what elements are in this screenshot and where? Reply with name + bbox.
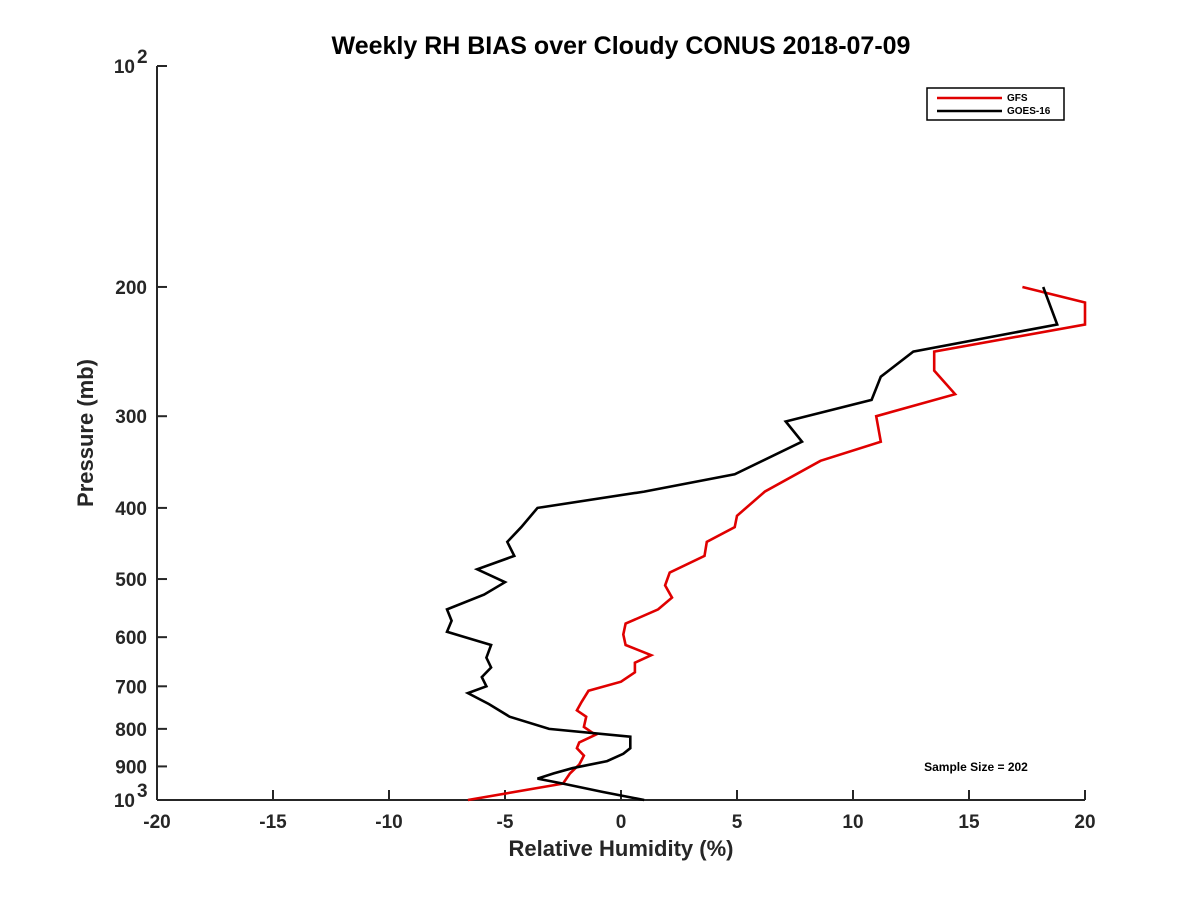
y-tick-label: 500 <box>115 570 147 591</box>
y-tick-label: 700 <box>115 677 147 698</box>
y-tick-label: 900 <box>115 757 147 778</box>
series-line-gfs <box>467 285 1087 802</box>
x-axis-label: Relative Humidity (%) <box>509 836 734 861</box>
y-tick-label: 10 <box>114 57 135 78</box>
legend-label-gfs: GFS <box>1007 93 1028 104</box>
x-tick-label: 0 <box>616 812 627 833</box>
y-axis-label: Pressure (mb) <box>73 359 98 507</box>
y-tick-label: 800 <box>115 720 147 741</box>
x-tick-label: 10 <box>842 812 863 833</box>
x-tick-label: 5 <box>732 812 743 833</box>
y-tick-label: 400 <box>115 499 147 520</box>
plot-area <box>445 285 1087 802</box>
legend-box <box>926 87 1065 121</box>
chart-title: Weekly RH BIAS over Cloudy CONUS 2018-07… <box>332 32 911 60</box>
y-tick-label: 200 <box>115 278 147 299</box>
x-tick-label: 15 <box>958 812 980 833</box>
series-line-goes16 <box>445 286 1059 802</box>
legend: GFS GOES-16 <box>926 87 1065 121</box>
y-tick-label: 300 <box>115 407 147 428</box>
x-tick-label: -20 <box>143 812 170 833</box>
y-tick-label: 600 <box>115 628 147 649</box>
sample-size-annotation: Sample Size = 202 <box>924 760 1028 774</box>
legend-label-goes16: GOES-16 <box>1007 106 1051 117</box>
x-tick-label: -5 <box>497 812 514 833</box>
y-tick-exponent: 2 <box>137 47 148 68</box>
y-tick-label: 10 <box>114 791 135 812</box>
x-tick-label: -15 <box>259 812 287 833</box>
x-tick-label: -10 <box>375 812 402 833</box>
y-tick-exponent: 3 <box>137 781 148 802</box>
x-tick-label: 20 <box>1074 812 1095 833</box>
